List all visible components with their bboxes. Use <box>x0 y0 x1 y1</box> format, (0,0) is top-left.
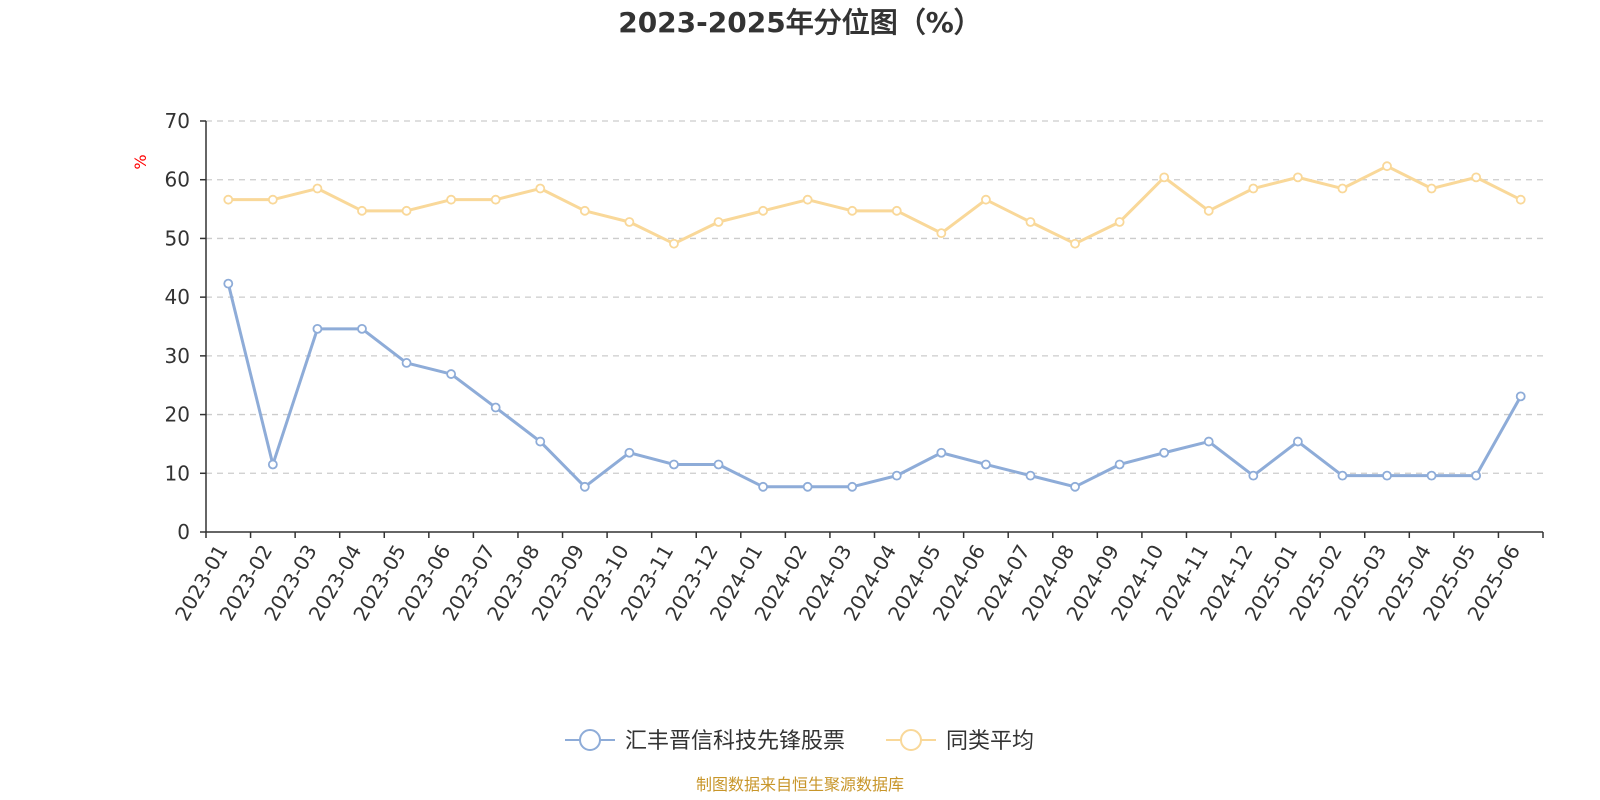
data-point[interactable] <box>1292 436 1303 447</box>
data-point[interactable] <box>357 205 367 216</box>
data-point[interactable] <box>1471 172 1482 183</box>
y-tick-labels: 0 10 20 30 40 50 60 70 <box>165 109 190 544</box>
legend-item-1[interactable]: 汇丰晋信科技先锋股票 <box>565 729 845 754</box>
data-point[interactable] <box>1025 470 1036 481</box>
y-tick-label: 60 <box>165 168 190 192</box>
data-point[interactable] <box>713 459 724 470</box>
y-tick-label: 30 <box>165 344 190 368</box>
legend-marker-icon <box>900 729 922 751</box>
data-point[interactable] <box>981 194 991 205</box>
data-point[interactable] <box>1070 238 1080 249</box>
data-point[interactable] <box>981 459 991 470</box>
data-point[interactable] <box>802 481 813 492</box>
data-point[interactable] <box>1203 436 1214 447</box>
data-point[interactable] <box>401 205 412 216</box>
data-point[interactable] <box>312 323 323 334</box>
y-tick-label: 50 <box>165 226 190 250</box>
legend-label: 同类平均 <box>946 729 1034 754</box>
data-point[interactable] <box>223 194 234 205</box>
data-point[interactable] <box>669 459 679 470</box>
data-point[interactable] <box>1203 205 1214 216</box>
data-point[interactable] <box>579 205 590 216</box>
data-point[interactable] <box>1114 459 1125 470</box>
legend-label: 汇丰晋信科技先锋股票 <box>625 729 845 754</box>
data-point[interactable] <box>1248 183 1259 194</box>
data-point[interactable] <box>1426 183 1437 194</box>
series-line <box>226 283 1523 489</box>
data-point[interactable] <box>624 447 635 458</box>
data-point[interactable] <box>1292 172 1303 183</box>
data-point[interactable] <box>1382 470 1392 481</box>
data-point[interactable] <box>223 278 234 289</box>
legend[interactable]: 汇丰晋信科技先锋股票 同类平均 <box>565 729 1034 754</box>
data-point[interactable] <box>847 481 858 492</box>
source-caption: 制图数据来自恒生聚源数据库 <box>696 775 904 794</box>
data-point[interactable] <box>847 205 858 216</box>
data-point[interactable] <box>401 358 412 368</box>
data-point[interactable] <box>535 436 546 447</box>
data-point[interactable] <box>1159 172 1170 183</box>
data-point[interactable] <box>1515 194 1526 205</box>
y-tick-label: 40 <box>165 285 190 309</box>
data-point[interactable] <box>802 194 813 205</box>
chart-title: 2023-2025年分位图（%） <box>618 6 982 39</box>
data-point[interactable] <box>669 238 679 249</box>
data-point[interactable] <box>446 194 457 205</box>
data-point[interactable] <box>357 323 367 334</box>
data-point[interactable] <box>891 205 902 216</box>
data-point[interactable] <box>1114 217 1125 227</box>
x-tick-labels: 2023-012023-022023-032023-042023-052023-… <box>170 541 1525 625</box>
data-point[interactable] <box>267 194 278 205</box>
data-point[interactable] <box>713 217 724 227</box>
data-point[interactable] <box>490 402 501 413</box>
data-point[interactable] <box>1382 161 1392 172</box>
data-point[interactable] <box>891 470 902 481</box>
data-point[interactable] <box>1471 470 1482 481</box>
data-point[interactable] <box>1426 470 1437 481</box>
data-point[interactable] <box>758 205 768 216</box>
data-point[interactable] <box>1515 391 1526 402</box>
series-lines <box>223 161 1526 492</box>
data-point[interactable] <box>1025 217 1036 227</box>
legend-marker-icon <box>579 729 601 751</box>
data-point[interactable] <box>1248 470 1259 481</box>
data-point[interactable] <box>267 459 278 470</box>
series-2 <box>223 161 1526 249</box>
axes <box>200 120 1544 538</box>
data-point[interactable] <box>1337 183 1348 194</box>
data-point[interactable] <box>1159 447 1170 458</box>
series-1 <box>223 278 1526 492</box>
grid-lines <box>206 120 1543 474</box>
data-point[interactable] <box>936 447 947 458</box>
data-point[interactable] <box>535 183 546 194</box>
y-tick-label: 70 <box>165 109 190 133</box>
data-point[interactable] <box>490 194 501 205</box>
data-point[interactable] <box>1070 481 1080 492</box>
y-tick-label: 10 <box>165 461 190 485</box>
data-point[interactable] <box>624 217 635 227</box>
data-point[interactable] <box>758 481 768 492</box>
data-point[interactable] <box>312 183 323 194</box>
y-tick-label: 0 <box>177 520 190 544</box>
data-point[interactable] <box>936 228 947 239</box>
data-point[interactable] <box>1337 470 1348 481</box>
legend-item-2[interactable]: 同类平均 <box>886 729 1034 754</box>
y-axis-unit: % <box>131 154 150 169</box>
data-point[interactable] <box>446 369 457 379</box>
y-tick-label: 20 <box>165 403 190 427</box>
series-line <box>228 164 1522 246</box>
data-point[interactable] <box>579 481 590 492</box>
